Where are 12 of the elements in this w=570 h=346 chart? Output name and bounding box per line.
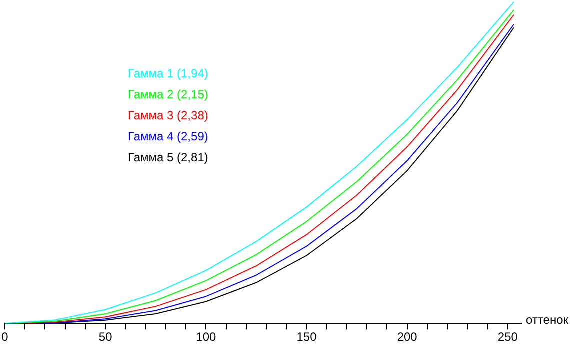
x-tick-label: 0 — [2, 330, 9, 344]
text: Гамма 2 (2,15) — [128, 87, 208, 102]
text: Гамма 3 (2,38) — [128, 108, 208, 122]
x-tick-label: 100 — [196, 330, 216, 344]
text: Гамма 1 (1,94) — [128, 66, 208, 80]
x-tick-label: 150 — [296, 330, 318, 344]
x-tick-label: 250 — [498, 330, 518, 344]
x-tick-label: 200 — [397, 330, 418, 344]
text: Гамма 4 (2,59) — [128, 129, 208, 144]
x-tick-label: 50 — [98, 330, 113, 344]
x-axis-title: оттенок — [526, 312, 570, 327]
text: Гамма 5 (2,81) — [128, 150, 208, 164]
